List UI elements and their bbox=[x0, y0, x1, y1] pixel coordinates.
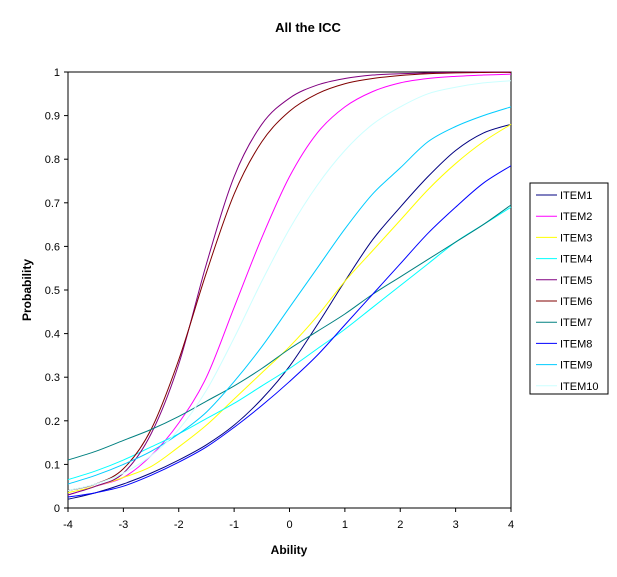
series-line-item9 bbox=[67, 106, 512, 485]
x-tick-label: 1 bbox=[342, 519, 348, 531]
legend-label: ITEM8 bbox=[560, 338, 592, 350]
legend-box bbox=[529, 182, 609, 395]
series-line-item6 bbox=[67, 71, 512, 492]
y-tick-label: 0.9 bbox=[45, 111, 60, 123]
series-line-item10 bbox=[67, 80, 512, 492]
x-axis: -4 -3 -2 -1 0 1 2 3 4 bbox=[63, 508, 514, 531]
y-tick-label: 0.5 bbox=[45, 285, 60, 297]
y-tick-label: 0.7 bbox=[45, 198, 60, 210]
y-tick-label: 0.1 bbox=[45, 459, 60, 471]
y-tick-label: 0.8 bbox=[45, 154, 60, 166]
y-tick-label: 1 bbox=[54, 67, 60, 79]
y-tick-label: 0.2 bbox=[45, 416, 60, 428]
y-tick-label: 0.4 bbox=[45, 329, 60, 341]
legend: ITEM1 ITEM2 ITEM3 ITEM4 ITEM5 ITEM6 ITEM7 ITEM8… bbox=[529, 182, 609, 395]
legend-label: ITEM6 bbox=[560, 296, 592, 308]
x-tick-label: 4 bbox=[508, 519, 514, 531]
legend-label: ITEM9 bbox=[560, 360, 592, 372]
series-lines bbox=[67, 71, 512, 500]
legend-label: ITEM1 bbox=[560, 190, 592, 202]
legend-label: ITEM3 bbox=[560, 232, 592, 244]
series-line-item7 bbox=[67, 204, 512, 461]
x-tick-label: 0 bbox=[286, 519, 292, 531]
y-tick-label: 0 bbox=[54, 503, 60, 515]
series-line-item8 bbox=[67, 165, 512, 498]
x-tick-label: 3 bbox=[453, 519, 459, 531]
y-tick-label: 0.3 bbox=[45, 372, 60, 384]
x-tick-label: 2 bbox=[397, 519, 403, 531]
legend-label: ITEM5 bbox=[560, 275, 592, 287]
legend-label: ITEM4 bbox=[560, 254, 592, 266]
series-line-item5 bbox=[67, 71, 512, 496]
y-tick-label: 0.6 bbox=[45, 241, 60, 253]
chart-title: All the ICC bbox=[275, 20, 341, 35]
y-axis: 0 0.1 0.2 0.3 0.4 0.5 0.6 0.7 0.8 0.9 1 bbox=[45, 67, 68, 515]
series-line-item4 bbox=[67, 206, 512, 481]
legend-label: ITEM10 bbox=[560, 381, 599, 393]
x-axis-title: Ability bbox=[271, 543, 308, 557]
x-tick-label: -4 bbox=[63, 519, 73, 531]
x-tick-label: -1 bbox=[229, 519, 239, 531]
x-tick-label: -3 bbox=[118, 519, 128, 531]
plot-area bbox=[67, 71, 512, 509]
legend-label: ITEM2 bbox=[560, 211, 592, 223]
x-tick-label: -2 bbox=[174, 519, 184, 531]
series-line-item1 bbox=[67, 123, 512, 500]
series-line-item3 bbox=[67, 123, 512, 494]
legend-label: ITEM7 bbox=[560, 317, 592, 329]
series-line-item2 bbox=[67, 73, 512, 496]
y-axis-title: Probability bbox=[20, 259, 34, 321]
